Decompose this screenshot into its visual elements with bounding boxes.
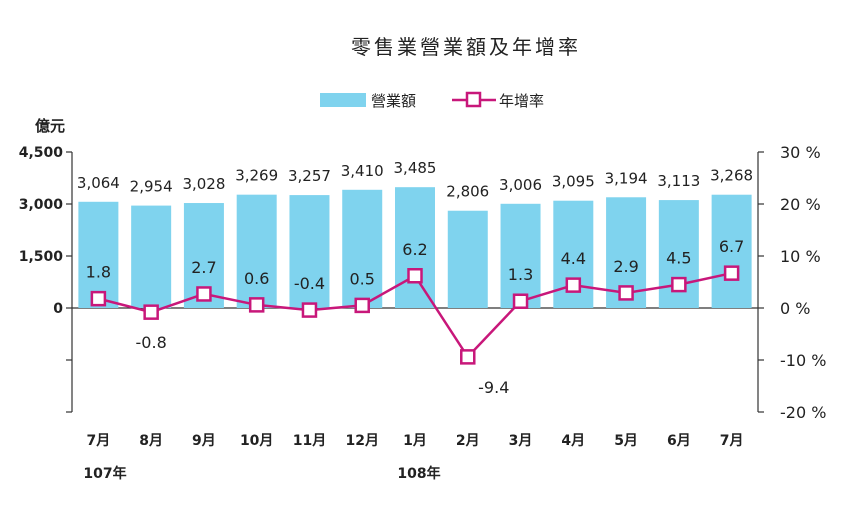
rate-value-label: 1.8 (86, 263, 111, 282)
y-tick-label-left: 0 (53, 301, 63, 317)
bar-value-label: 3,028 (182, 175, 225, 193)
bar (236, 194, 277, 308)
bar (342, 189, 383, 308)
y-tick-label-left: 4,500 (19, 145, 64, 161)
rate-point (143, 304, 159, 320)
x-tick-label: 6月 (667, 433, 691, 449)
x-tick-label: 3月 (509, 433, 533, 449)
rate-point (301, 302, 318, 318)
bar-labels: 3,064 2,954 3,028 3,269 3,257 3,410 3,485 2,806… (77, 159, 753, 201)
y-tick-label-left: 3,000 (19, 197, 64, 213)
y-tick-label-right: -20 % (780, 403, 826, 422)
bar-value-label: 3,485 (394, 159, 437, 177)
x-tick-label: 5月 (614, 433, 638, 449)
rate-point (460, 349, 476, 365)
x-tick-label: 1月 (403, 433, 427, 449)
rate-point (671, 276, 687, 293)
x-tick-label: 7月 (720, 433, 744, 449)
rate-value-label: 4.4 (561, 249, 586, 268)
bar-value-label: 3,113 (657, 172, 700, 190)
bar (131, 205, 172, 308)
rate-point (196, 286, 212, 302)
rate-value-label: 2.9 (613, 257, 638, 276)
bar-value-label: 3,006 (499, 176, 542, 194)
y-tick-label-right: 0 % (780, 299, 810, 318)
y-tick-label-right: 10 % (780, 247, 821, 266)
rate-point (565, 277, 582, 293)
bar-value-label: 3,269 (235, 167, 278, 185)
rate-value-label: -0.4 (294, 274, 325, 293)
rate-value-label: -9.4 (478, 378, 509, 397)
y-tick-label-right: -10 % (780, 351, 826, 370)
rate-line-layer (90, 265, 740, 365)
bar (711, 194, 752, 308)
x-tick-label: 10月 (240, 433, 273, 449)
legend-bar-swatch (320, 93, 366, 107)
rate-value-label: 0.5 (350, 269, 375, 288)
x-labels: 7月 8月 9月 10月 11月 12月 1月 2月 3月 4月 5月 6月 7月 (87, 433, 744, 449)
x-tick-label: 9月 (192, 433, 216, 449)
rate-point (248, 297, 265, 313)
y-tick-label-left: 1,500 (19, 249, 64, 265)
rate-value-label: 0.6 (244, 269, 269, 288)
bar (395, 187, 435, 308)
rate-point (618, 285, 634, 301)
bar (447, 210, 488, 308)
y-tick-label-right: 30 % (780, 143, 821, 162)
bar-value-label: 3,194 (605, 169, 648, 187)
year-label-108: 108年 (397, 465, 440, 482)
x-tick-label: 7月 (87, 433, 111, 449)
chart-title: 零售業營業額及年增率 (351, 35, 581, 59)
x-tick-label: 4月 (561, 433, 585, 449)
x-tick-label: 2月 (456, 433, 480, 449)
x-tick-label: 11月 (293, 433, 326, 449)
bar-value-label: 3,257 (288, 167, 331, 185)
bar (289, 195, 330, 308)
legend-line-marker (465, 91, 482, 108)
y-tick-label-right: 20 % (780, 195, 821, 214)
rate-point (723, 265, 740, 281)
bar (500, 203, 541, 308)
rate-point (354, 297, 370, 314)
bar-value-label: 3,268 (710, 167, 753, 185)
bar-value-label: 2,954 (130, 178, 173, 196)
y-axis-unit: 億元 (35, 117, 65, 135)
rate-value-label: 4.5 (666, 249, 691, 268)
year-label-107: 107年 (83, 465, 126, 482)
bar-value-label: 2,806 (446, 183, 489, 201)
rate-value-label: -0.8 (136, 333, 167, 352)
rate-labels: 1.8 -0.8 2.7 0.6 -0.4 0.5 6.2 -9.4 1.3 4.4 2.9 4.5 6… (86, 237, 745, 397)
axes: 4,500 3,000 1,500 0 30 % 20 % 10 % 0 % -10 % -20 … (19, 143, 827, 422)
bar-value-label: 3,095 (552, 173, 595, 191)
rate-point (407, 268, 423, 284)
rate-value-label: 2.7 (191, 258, 216, 277)
x-tick-label: 8月 (139, 433, 163, 449)
rate-value-label: 1.3 (508, 265, 533, 284)
bar-value-label: 3,064 (77, 174, 120, 192)
x-tick-label: 12月 (345, 433, 378, 449)
legend-line-label: 年增率 (499, 92, 544, 110)
rate-value-label: 6.2 (402, 240, 427, 259)
rate-value-label: 6.7 (719, 237, 744, 256)
bar-value-label: 3,410 (341, 162, 384, 180)
rate-point (512, 293, 529, 309)
legend-bar-label: 營業額 (371, 92, 416, 110)
rate-point (90, 290, 107, 307)
bar (78, 201, 119, 308)
legend: 營業額 年增率 (320, 91, 544, 110)
